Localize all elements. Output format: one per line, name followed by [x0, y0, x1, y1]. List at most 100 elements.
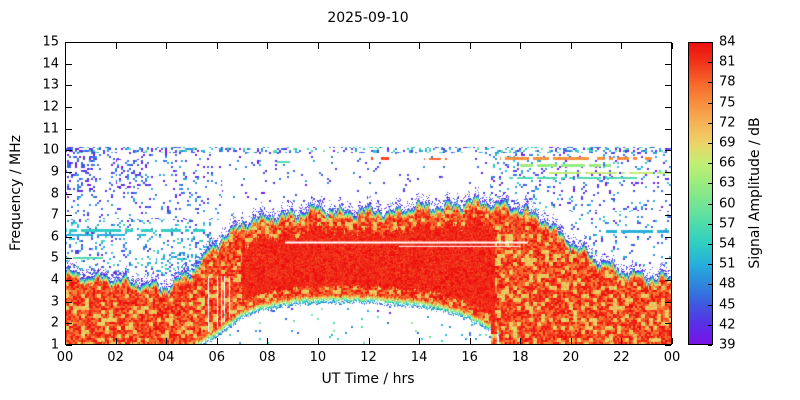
colorbar-tick-mark: [708, 244, 712, 245]
colorbar-tick-label: 39: [719, 337, 736, 353]
colorbar-tick-mark: [708, 42, 712, 43]
colorbar-tick-mark: [708, 82, 712, 84]
y-tick-label: 9: [50, 164, 59, 180]
x-tick-label: 04: [157, 350, 175, 365]
colorbar-tick-label: 45: [719, 297, 736, 313]
x-tick-mark: [419, 338, 421, 344]
colorbar-tick-label: 81: [719, 54, 736, 70]
colorbar-tick-mark: [708, 223, 712, 225]
y-tick-label: 4: [50, 272, 59, 288]
y-tick-mark: [665, 193, 671, 195]
x-tick-mark: [368, 43, 370, 49]
x-tick-mark: [115, 338, 117, 344]
x-tick-label: 18: [511, 350, 529, 365]
x-tick-mark: [166, 338, 168, 344]
colorbar-tick-label: 75: [719, 95, 736, 111]
colorbar-tick-mark: [708, 183, 712, 185]
y-axis-label: Frequency / MHz: [8, 135, 24, 251]
x-tick-mark: [672, 338, 673, 344]
x-axis-label: UT Time / hrs: [321, 371, 415, 387]
x-tick-mark: [65, 43, 66, 49]
colorbar-tick-label: 57: [719, 216, 736, 232]
y-tick-mark: [665, 63, 671, 65]
colorbar-tick-label: 63: [719, 175, 736, 191]
y-tick-mark: [66, 323, 72, 325]
colorbar-tick-mark: [708, 345, 712, 346]
colorbar-tick-label: 48: [719, 276, 736, 292]
x-tick-mark: [621, 338, 623, 344]
colorbar-tick-mark: [708, 264, 712, 266]
y-tick-mark: [665, 280, 671, 282]
colorbar-tick-mark: [708, 62, 712, 64]
colorbar-tick-mark: [708, 324, 712, 326]
y-tick-mark: [66, 63, 72, 65]
y-tick-mark: [66, 171, 72, 173]
y-tick-mark: [665, 236, 671, 238]
y-tick-mark: [665, 128, 671, 130]
y-tick-mark: [66, 193, 72, 195]
chart-title: 2025-09-10: [327, 10, 409, 26]
y-tick-mark: [66, 85, 72, 87]
spectrogram-canvas: [65, 42, 672, 345]
y-tick-label: 15: [42, 34, 59, 50]
y-tick-mark: [66, 301, 72, 303]
y-tick-mark: [66, 345, 72, 346]
x-tick-label: 22: [613, 350, 630, 365]
x-tick-mark: [317, 338, 319, 344]
x-tick-label: 10: [309, 350, 327, 365]
y-tick-label: 1: [50, 337, 59, 353]
colorbar-tick-mark: [708, 304, 712, 306]
x-tick-mark: [469, 338, 471, 344]
colorbar-tick-mark: [708, 203, 712, 205]
y-tick-label: 11: [42, 121, 59, 137]
x-tick-mark: [166, 43, 168, 49]
y-tick-mark: [66, 215, 72, 217]
y-tick-label: 14: [42, 56, 59, 72]
x-tick-label: 14: [410, 350, 428, 365]
colorbar-tick-mark: [708, 102, 712, 104]
x-tick-mark: [520, 338, 522, 344]
y-tick-mark: [665, 85, 671, 87]
x-tick-mark: [368, 338, 370, 344]
colorbar-tick-label: 69: [719, 135, 736, 151]
y-tick-mark: [665, 42, 671, 43]
x-tick-mark: [621, 43, 623, 49]
y-tick-mark: [66, 280, 72, 282]
colorbar-tick-label: 78: [719, 74, 736, 90]
x-tick-mark: [216, 338, 218, 344]
x-tick-label: 08: [259, 350, 276, 365]
y-tick-label: 12: [42, 99, 59, 115]
colorbar-tick-mark: [708, 163, 712, 165]
colorbar-tick-mark: [708, 284, 712, 286]
y-tick-mark: [665, 171, 671, 173]
y-tick-mark: [665, 345, 671, 346]
colorbar-tick-label: 51: [719, 256, 736, 272]
y-tick-mark: [665, 215, 671, 217]
x-tick-mark: [267, 43, 269, 49]
x-tick-mark: [65, 338, 66, 344]
y-tick-mark: [665, 258, 671, 260]
y-tick-label: 6: [50, 229, 59, 245]
y-tick-mark: [665, 301, 671, 303]
colorbar-tick-mark: [708, 122, 712, 124]
x-tick-mark: [672, 43, 673, 49]
colorbar-tick-label: 60: [719, 196, 736, 212]
y-tick-mark: [66, 106, 72, 108]
colorbar-tick-label: 66: [719, 155, 736, 171]
x-tick-mark: [469, 43, 471, 49]
colorbar-tick-label: 54: [719, 236, 736, 252]
x-tick-mark: [570, 43, 572, 49]
colorbar-gradient: [688, 42, 713, 345]
y-tick-mark: [665, 106, 671, 108]
x-tick-mark: [267, 338, 269, 344]
y-tick-label: 3: [50, 294, 59, 310]
x-tick-mark: [317, 43, 319, 49]
x-tick-label: 00: [663, 350, 681, 365]
y-tick-mark: [66, 236, 72, 238]
x-tick-label: 00: [56, 350, 74, 365]
colorbar-tick-mark: [708, 143, 712, 144]
x-tick-mark: [570, 338, 572, 344]
x-tick-label: 02: [107, 350, 124, 365]
x-tick-label: 12: [360, 350, 377, 365]
